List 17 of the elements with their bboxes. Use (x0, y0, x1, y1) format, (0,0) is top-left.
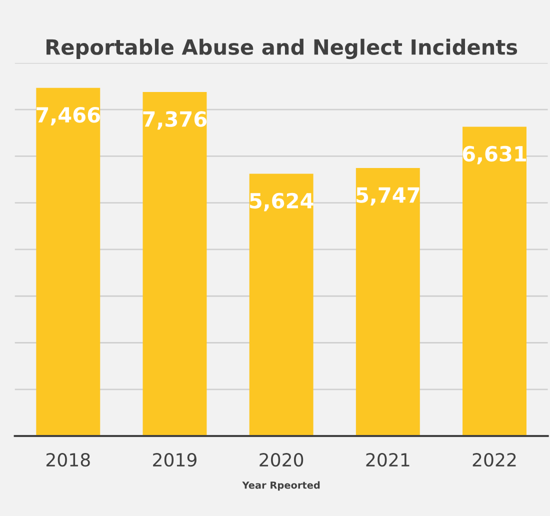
data-label: 7,376 (143, 111, 207, 130)
data-label: 6,631 (462, 146, 526, 164)
x-tick-label: 2019 (153, 453, 196, 467)
x-tick-label: 2021 (366, 453, 410, 467)
bar (356, 168, 420, 436)
x-tick-label: 2018 (46, 453, 90, 467)
x-tick-label: 2022 (472, 453, 516, 467)
x-tick-label: 2020 (260, 453, 304, 467)
chart-title: Reportable Abuse and Neglect Incidents (46, 38, 518, 60)
bar (462, 126, 526, 436)
bar (249, 174, 314, 436)
bar (142, 92, 207, 436)
data-label: 7,466 (36, 106, 100, 126)
x-axis-title: Year Rpeorted (242, 481, 320, 491)
bar (36, 88, 100, 436)
data-label: 5,624 (250, 192, 314, 212)
data-label: 5,747 (356, 187, 420, 206)
